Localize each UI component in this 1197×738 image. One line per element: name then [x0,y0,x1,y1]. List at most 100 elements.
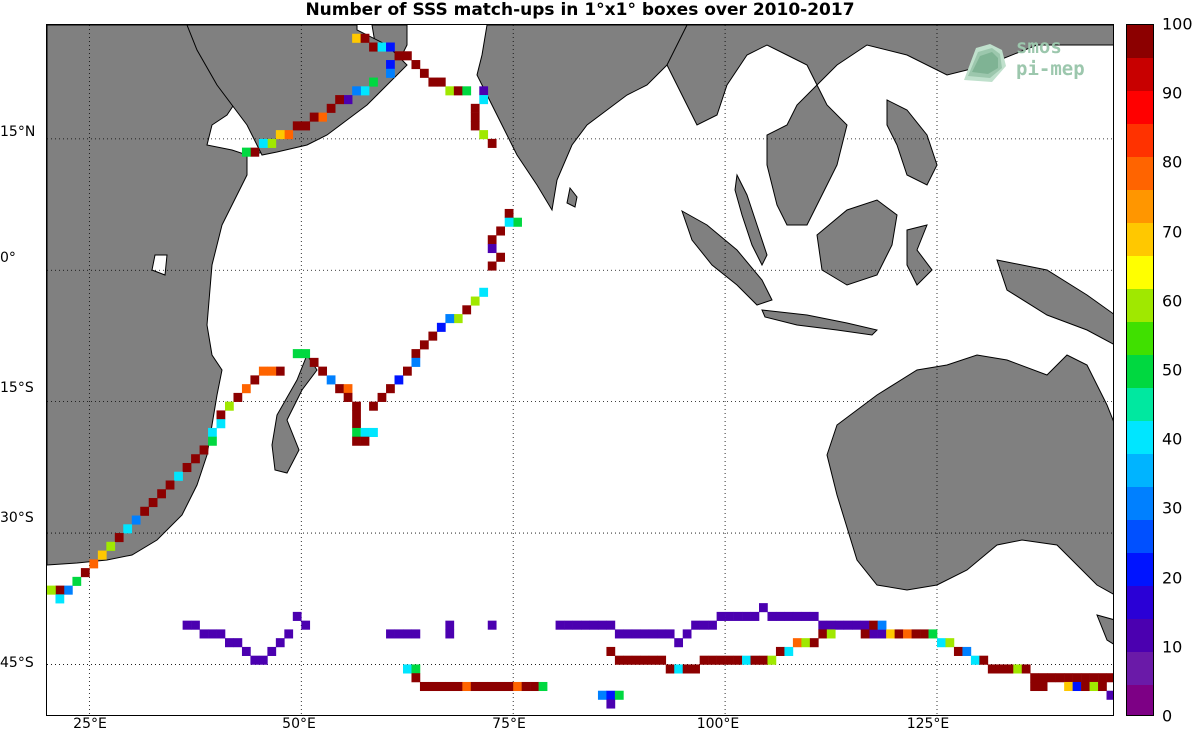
colorbar-segment [1127,123,1153,158]
matchup-cell [937,638,946,648]
matchup-cell [343,95,353,105]
colorbar-segment [1127,420,1153,454]
matchup-cell [606,620,616,630]
colorbar-segment [1127,255,1153,290]
java-landmass [761,309,878,336]
matchup-cell [1072,681,1082,692]
matchup-cell [479,287,489,297]
graticule [47,25,1113,715]
matchup-cell [809,638,819,648]
matchup-cell [877,629,887,639]
matchup-cell [809,611,819,621]
matchup-cell [640,655,650,665]
matchup-cell [996,664,1006,674]
matchup-cell [225,638,234,648]
matchup-cell [504,208,514,219]
matchup-cell [1004,664,1014,674]
matchup-cell [1064,681,1073,692]
colorbar-tick-label: 80 [1162,152,1183,172]
matchup-cell [1013,664,1023,674]
matchup-cell [258,138,268,148]
matchup-cell [352,419,361,429]
colorbar-segment [1127,618,1153,652]
matchup-cell [479,86,489,96]
matchup-cell [860,620,870,630]
matchup-cell [877,620,887,630]
matchup-cell [275,130,285,140]
matchup-cell [403,366,412,376]
matchup-cell [665,664,675,674]
lon-label-75e: 75°E [492,716,526,732]
matchup-cell [733,655,743,665]
matchup-cell [241,384,251,394]
matchup-cell [326,375,336,385]
lon-label-125e: 125°E [906,716,950,732]
matchup-cell [428,681,438,692]
matchup-cell [759,655,768,665]
matchup-cell [419,68,429,78]
matchup-cell [614,690,624,700]
matchup-cell [953,646,963,656]
lon-label-25e: 25°E [73,716,107,732]
colorbar-segment [1127,552,1153,586]
matchup-cell [343,392,353,402]
matchup-cell [419,681,429,692]
matchup-cell [784,611,794,621]
colorbar-segment [1127,684,1153,715]
matchup-cell [411,673,421,683]
matchup-cell [614,655,624,665]
colorbar-segment [1127,453,1153,487]
matchup-cell [750,611,760,621]
matchup-cell [233,392,243,402]
map-title: Number of SSS match-ups in 1°x1° boxes o… [305,0,855,20]
matchup-cell [572,620,582,630]
matchup-cell [826,620,836,630]
matchup-cell [394,629,404,639]
matchup-cell [792,638,802,648]
matchup-cell [487,235,497,245]
matchup-cell [241,147,251,157]
matchup-cell [174,471,183,481]
matchup-cell [97,550,107,560]
matchup-cell [216,419,226,429]
matchup-cell [487,261,497,271]
matchup-cell [199,629,209,639]
colorbar-segment [1127,57,1153,92]
matchup-cell [784,646,794,656]
matchup-cell [403,51,412,61]
colorbar-segment [1127,585,1153,619]
matchup-cell [386,384,395,394]
colorbar-tick-label: 30 [1162,498,1183,518]
matchup-cell [1030,673,1040,683]
matchup-cell [903,629,912,639]
matchup-cell [733,611,743,621]
matchup-cell [208,427,217,437]
matchup-cell [504,217,514,227]
matchup-cell [369,427,378,437]
matchup-cell [140,506,150,516]
matchup-cell [1106,673,1113,683]
matchup-cell [1038,681,1048,692]
lat-label-0: 0° [0,250,16,266]
matchup-cell [1089,681,1099,692]
matchup-cell [716,611,726,621]
matchup-cell [801,638,811,648]
matchup-cell [648,629,658,639]
matchup-cell [445,629,455,639]
colorbar-segment [1127,651,1153,685]
matchup-cell [182,462,192,473]
matchup-cell [267,646,277,656]
matchup-cell [708,655,717,665]
malay-peninsula-landmass [734,173,768,267]
se-asia-landmass [666,25,1113,226]
matchup-cell [72,576,82,586]
matchup-cell [928,629,938,639]
matchup-cell [309,112,319,122]
matchup-cell [106,541,116,551]
matchup-cell [470,121,480,131]
colorbar-tick-label: 70 [1162,222,1183,242]
colorbar-segment [1127,321,1153,355]
matchup-cell [589,620,599,630]
matchup-cell [267,366,277,376]
colorbar-segment [1127,519,1153,553]
